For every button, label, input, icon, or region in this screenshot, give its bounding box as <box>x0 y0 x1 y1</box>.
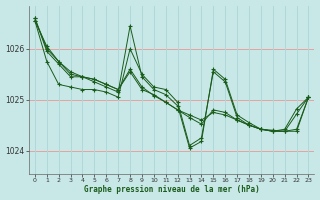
X-axis label: Graphe pression niveau de la mer (hPa): Graphe pression niveau de la mer (hPa) <box>84 185 260 194</box>
